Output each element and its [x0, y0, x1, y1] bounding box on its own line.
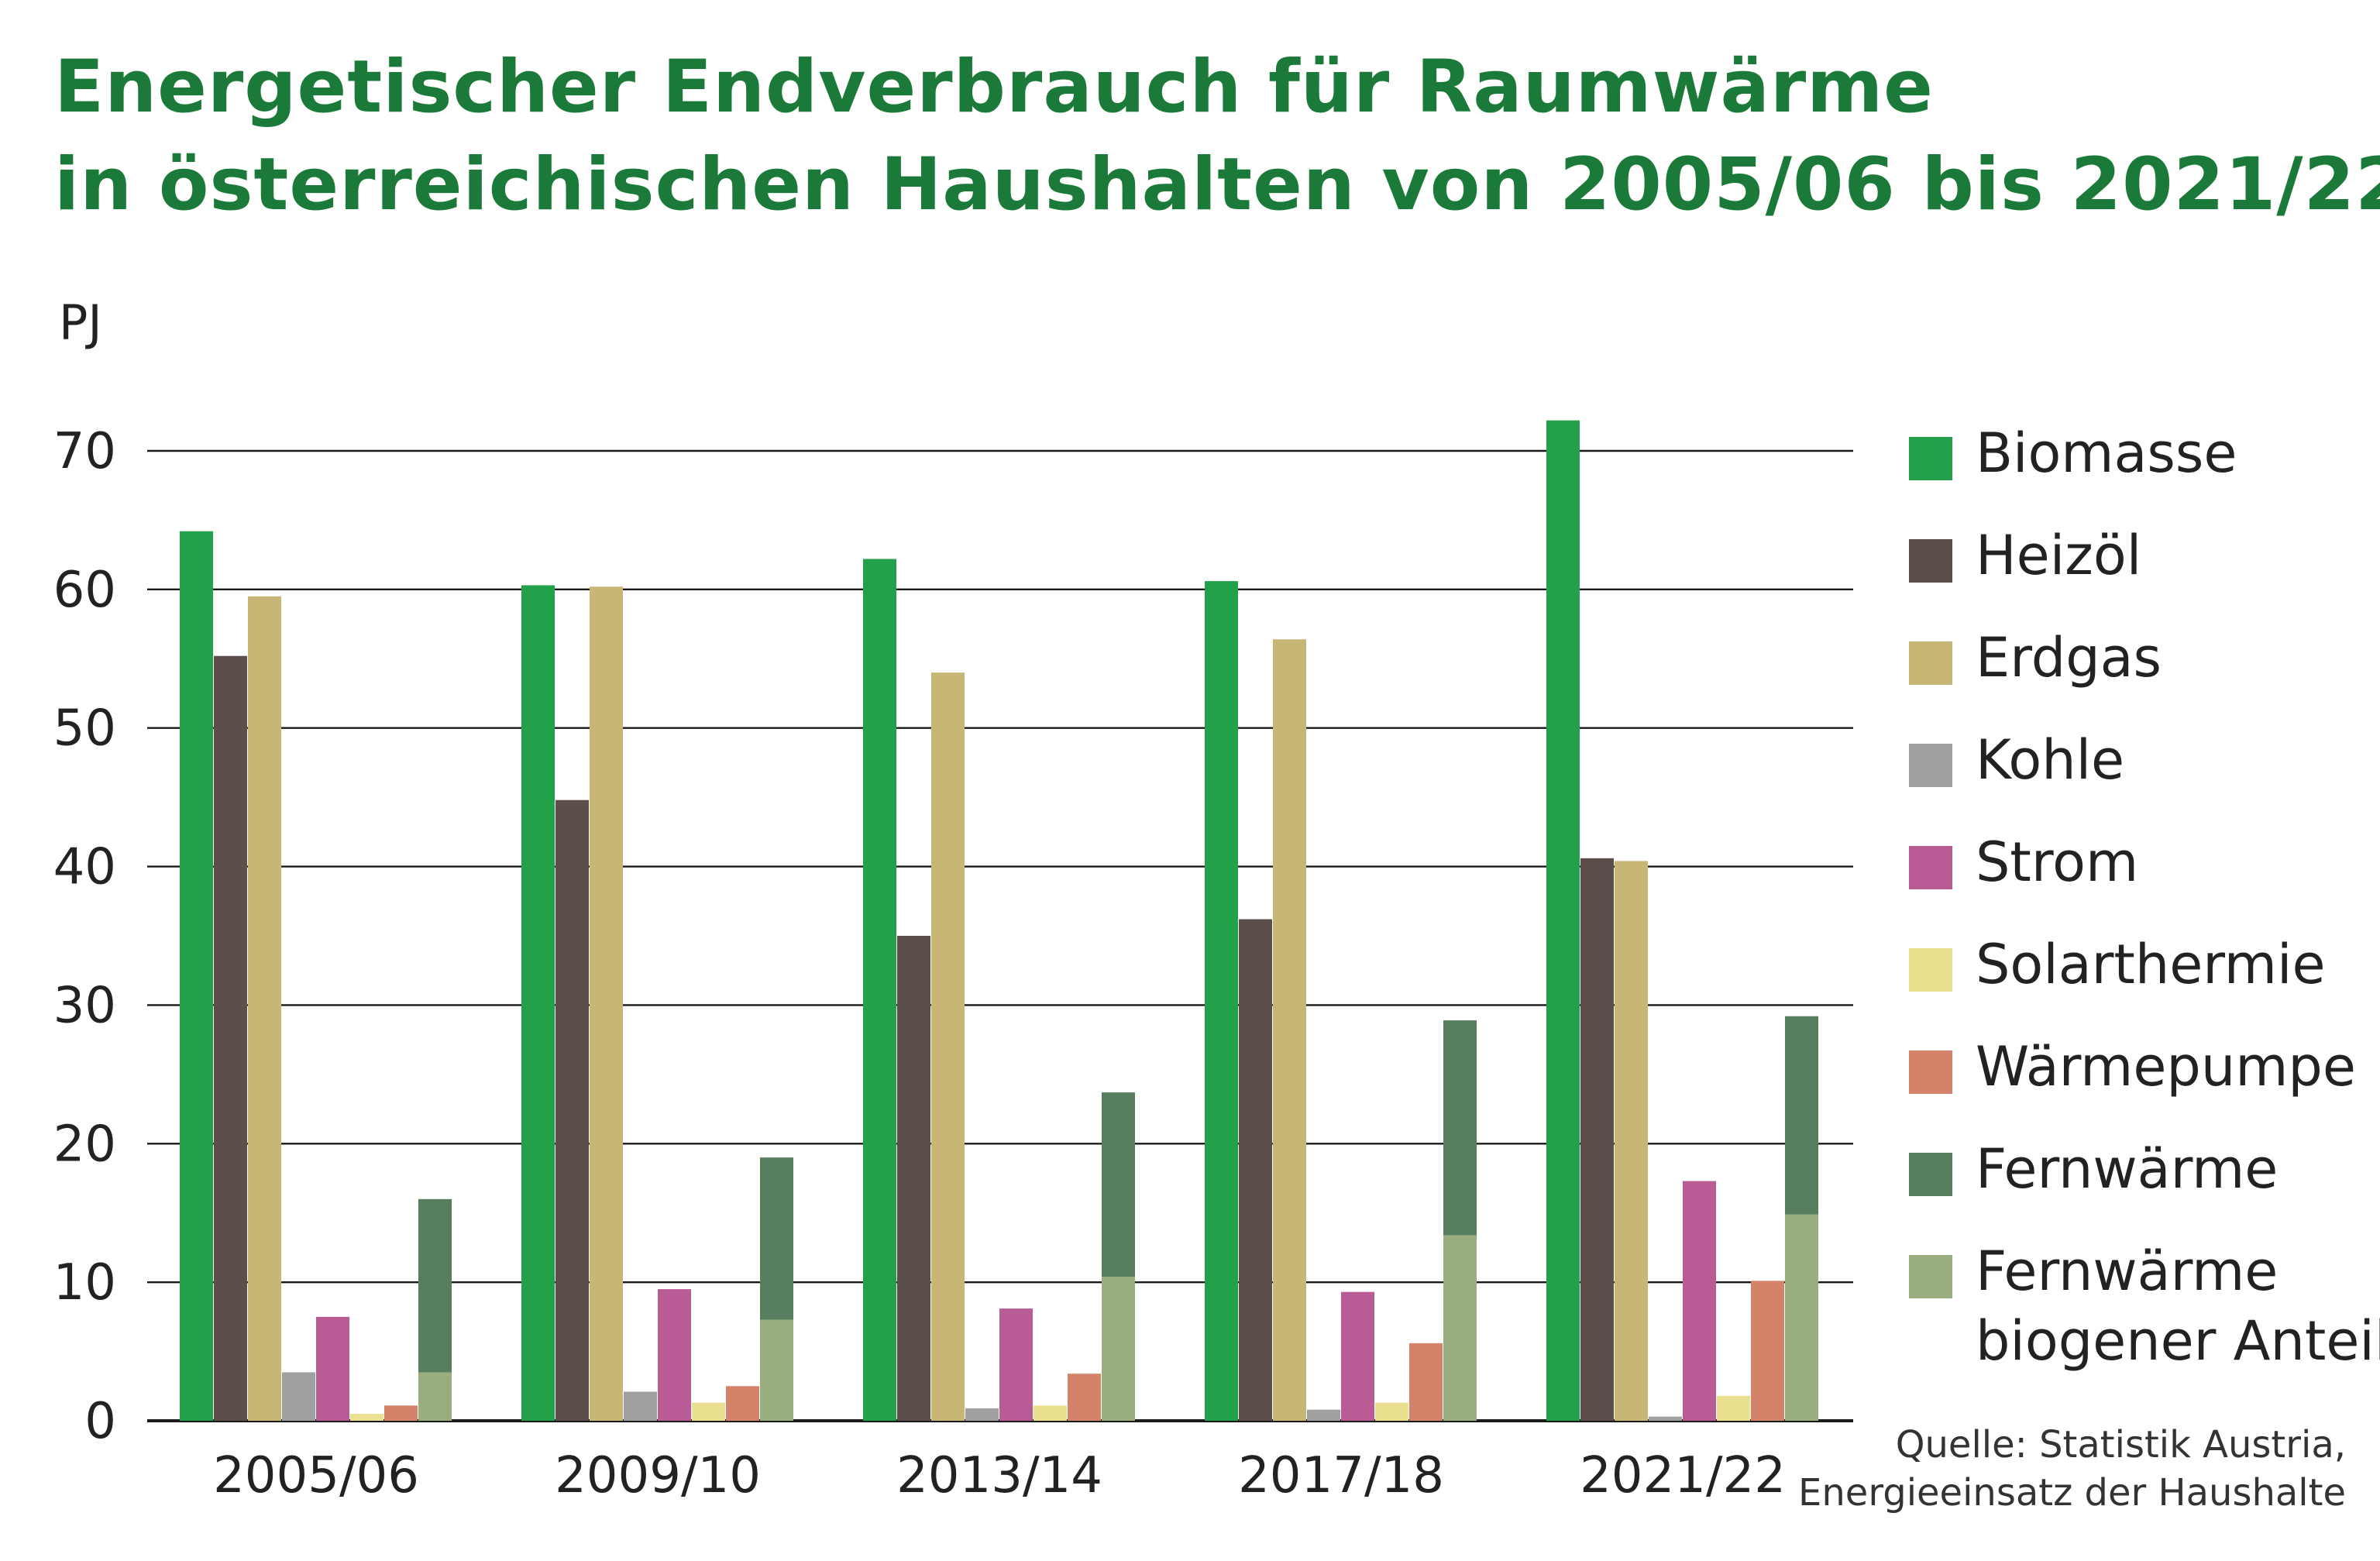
x-tick-label: 2005/06 [213, 1447, 419, 1504]
x-tick-label: 2017/18 [1238, 1447, 1444, 1504]
y-tick-label: 0 [84, 1393, 116, 1450]
bar-kohle [282, 1372, 315, 1421]
bar-solarthermie [692, 1402, 725, 1421]
legend-swatch [1909, 1050, 1952, 1094]
legend-label: Strom [1976, 830, 2139, 894]
source-line-1: Quelle: Statistik Austria, [1895, 1423, 2346, 1466]
y-axis-unit-label: PJ [59, 294, 102, 351]
bar-strom [316, 1316, 349, 1421]
source-note: Quelle: Statistik Austria, Energieeinsat… [1798, 1421, 2346, 1517]
bar-solarthermie [350, 1414, 383, 1421]
bar-biomasse [521, 585, 555, 1421]
bar-wärmepumpe [1068, 1374, 1101, 1421]
y-tick-label: 30 [53, 977, 116, 1034]
bar-erdgas [248, 596, 281, 1421]
bar-wärmepumpe [1751, 1281, 1784, 1421]
bar-heizöl [1580, 858, 1614, 1421]
bar-solarthermie [1375, 1402, 1408, 1421]
bar-solarthermie [1717, 1395, 1750, 1421]
bar-erdgas [590, 586, 623, 1421]
y-tick-label: 10 [53, 1254, 116, 1312]
chart-title: Energetischer Endverbrauch für Raumwärme… [54, 39, 2380, 234]
legend-label: Heizöl [1976, 524, 2142, 587]
bar-heizöl [897, 936, 930, 1421]
legend-swatch [1909, 1153, 1952, 1196]
legend-swatch [1909, 539, 1952, 583]
bar-kohle [1649, 1416, 1682, 1421]
bar-fernwärme-biogener-anteil [760, 1319, 793, 1421]
chart-title-line-2: in österreichischen Haushalten von 2005/… [54, 143, 2380, 227]
bar-kohle [1307, 1409, 1340, 1421]
bar-kohle [624, 1391, 657, 1421]
bar-wärmepumpe [384, 1405, 418, 1421]
bar-strom [999, 1308, 1033, 1421]
y-tick-label: 60 [53, 562, 116, 619]
x-tick-label: 2021/22 [1580, 1447, 1786, 1504]
legend-swatch [1909, 846, 1952, 889]
bar-strom [1341, 1291, 1374, 1421]
y-tick-label: 70 [53, 423, 116, 480]
legend-label: Biomasse [1976, 421, 2237, 485]
chart-title-line-1: Energetischer Endverbrauch für Raumwärme [54, 45, 1934, 129]
legend-swatch [1909, 744, 1952, 787]
bar-strom [658, 1289, 691, 1421]
x-tick-label: 2009/10 [555, 1447, 761, 1504]
bar-fernwärme-biogener-anteil [1785, 1214, 1818, 1421]
y-tick-label: 50 [53, 700, 116, 758]
bar-biomasse [1205, 581, 1238, 1421]
y-tick-label: 40 [53, 839, 116, 896]
bar-erdgas [931, 672, 965, 1421]
bar-strom [1683, 1181, 1716, 1421]
bar-biomasse [180, 531, 213, 1422]
legend-swatch [1909, 437, 1952, 480]
legend-label: Kohle [1976, 728, 2125, 792]
bar-fernwärme-biogener-anteil [1443, 1235, 1477, 1421]
bar-wärmepumpe [1409, 1343, 1443, 1421]
y-tick-label: 20 [53, 1116, 116, 1173]
bar-kohle [965, 1408, 999, 1421]
legend-swatch [1909, 1255, 1952, 1298]
bar-erdgas [1615, 861, 1648, 1421]
legend-swatch [1909, 641, 1952, 685]
source-line-2: Energieeinsatz der Haushalte [1798, 1471, 2346, 1515]
x-tick-label: 2013/14 [896, 1447, 1102, 1504]
legend-label: Solarthermie [1976, 933, 2326, 996]
legend-label: Wärmepumpe [1976, 1035, 2356, 1099]
bar-heizöl [555, 799, 589, 1421]
bar-solarthermie [1034, 1405, 1067, 1421]
legend-label: Fernwärme biogener Anteil [1976, 1240, 2380, 1373]
legend-label: Fernwärme [1976, 1137, 2279, 1201]
bar-fernwärme-biogener-anteil [418, 1372, 452, 1421]
bar-heizöl [214, 655, 247, 1421]
bar-biomasse [1546, 420, 1580, 1422]
bar-fernwärme-biogener-anteil [1102, 1276, 1135, 1421]
bar-wärmepumpe [726, 1386, 759, 1421]
legend-swatch [1909, 948, 1952, 992]
legend-label: Erdgas [1976, 626, 2162, 689]
bar-erdgas [1273, 639, 1306, 1421]
bar-heizöl [1239, 919, 1272, 1421]
bar-biomasse [863, 559, 896, 1421]
